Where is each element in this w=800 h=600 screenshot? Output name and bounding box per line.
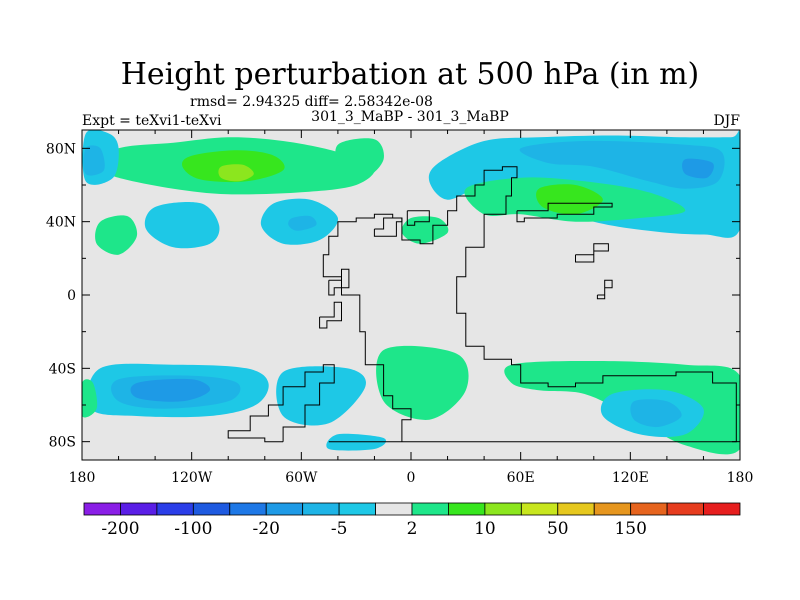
x-tick-label-2: 60W (285, 470, 318, 486)
colorbar-swatch-12 (520, 502, 559, 516)
contour-region-9 (335, 138, 384, 179)
coastline-segment-0 (322, 166, 737, 443)
colorbar-label-1: -100 (174, 519, 212, 539)
contour-region-11 (519, 140, 725, 189)
contour-region-7 (95, 215, 138, 255)
x-tick-label-5: 120E (612, 470, 649, 486)
colorbar-swatch-0 (83, 502, 121, 516)
contour-region-19 (82, 379, 98, 418)
colorbar-swatch-4 (229, 502, 267, 516)
coastline-segment-1 (227, 364, 335, 443)
x-tick-label-6: 180 (727, 470, 754, 486)
y-tick-label-4: 80S (49, 435, 76, 451)
colorbar-swatch-7 (338, 502, 376, 516)
colorbar-swatch-2 (156, 502, 194, 516)
y-tick-label-2: 0 (67, 288, 76, 304)
x-tick-label-0: 180 (69, 470, 96, 486)
contour-fills (82, 130, 740, 455)
x-tick-label-1: 120W (171, 470, 213, 486)
x-tick-label-3: 0 (407, 470, 416, 486)
map-plot-area: 180 120W 60W 0 60E 120E 180 80N 40N 0 40S 80S (46, 129, 754, 486)
contour-region-4 (83, 145, 105, 176)
contour-region-15 (401, 216, 449, 244)
colorbar-swatch-14 (593, 502, 632, 516)
colorbar-swatch-11 (484, 502, 522, 516)
contour-region-14 (536, 184, 603, 215)
coastline-segment-4 (516, 202, 613, 223)
coastline-segment-7 (328, 268, 350, 296)
x-tick-label-4: 60E (507, 470, 535, 486)
colorbar-swatch-10 (448, 502, 486, 516)
season-label: DJF (713, 113, 740, 129)
y-tick-label-3: 40S (49, 361, 76, 377)
colorbar-label-4: 2 (407, 519, 418, 539)
colorbar-swatch-17 (703, 502, 741, 516)
contour-region-6 (288, 215, 317, 231)
colorbar-swatch-16 (666, 502, 704, 516)
coastline-segment-2 (373, 217, 403, 237)
colorbar-label-0: -200 (101, 519, 139, 539)
colorbar-label-5: 10 (474, 519, 496, 539)
colorbar-swatch-5 (265, 502, 304, 516)
coastline-segment-3 (406, 210, 430, 226)
colorbar-label-6: 50 (547, 519, 569, 539)
colorbar-swatch-1 (120, 502, 158, 516)
chart-title: Height perturbation at 500 hPa (in m) (121, 57, 699, 92)
contour-region-21 (376, 345, 469, 420)
colorbar-swatch-9 (411, 502, 449, 516)
case-label: 301_3_MaBP - 301_3_MaBP (311, 109, 509, 125)
contour-region-24 (630, 399, 682, 428)
contour-region-20 (276, 366, 366, 426)
experiment-label: Expt = teXvi1-teXvi (82, 113, 222, 129)
contour-region-8 (144, 201, 220, 249)
coastline-segment-5 (575, 243, 609, 263)
coastline-outline (227, 166, 737, 443)
colorbar-swatch-3 (192, 502, 231, 516)
colorbar-swatch-6 (302, 502, 340, 516)
y-tick-label-0: 80N (46, 141, 76, 157)
colorbar-label-3: -5 (331, 519, 348, 539)
y-axis-ticks: 80N 40N 0 40S 80S (46, 141, 740, 451)
coastline-segment-8 (319, 301, 342, 329)
contour-region-12 (682, 158, 714, 179)
colorbar-swatch-13 (557, 502, 595, 516)
colorbar-swatch-15 (630, 502, 668, 516)
colorbar-label-2: -20 (253, 519, 280, 539)
coastline-segment-6 (596, 279, 613, 300)
contour-region-18 (130, 378, 211, 402)
colorbar-label-7: 150 (614, 519, 646, 539)
colorbar: -200 -100 -20 -5 2 10 50 150 (83, 502, 741, 539)
stats-label: rmsd= 2.94325 diff= 2.58342e-08 (190, 94, 433, 110)
colorbar-swatch-8 (375, 502, 413, 516)
contour-region-2 (218, 164, 254, 182)
x-axis-ticks: 180 120W 60W 0 60E 120E 180 (69, 130, 754, 486)
y-tick-label-1: 40N (46, 215, 76, 231)
